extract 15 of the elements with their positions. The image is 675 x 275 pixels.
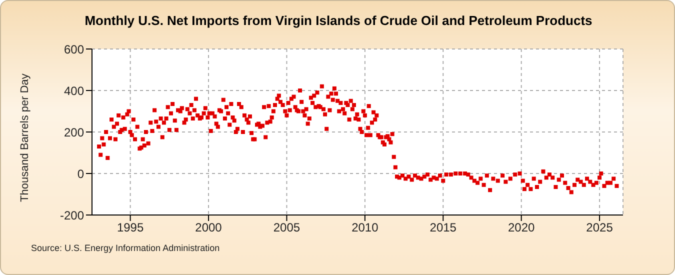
y-axis-title: Thousand Barrels per Day (18, 73, 31, 202)
y-tick-label: 200 (64, 125, 84, 140)
x-tick-label: 2000 (195, 220, 222, 235)
x-tick-label: 2015 (430, 220, 457, 235)
source-note: Source: U.S. Energy Information Administration (31, 243, 220, 253)
y-tick-label: 400 (64, 84, 84, 98)
x-tick-label: 2020 (508, 220, 536, 235)
y-tick-label: -200 (60, 208, 84, 222)
x-tick-label: 2010 (352, 220, 379, 235)
y-tick-label: 600 (64, 42, 84, 56)
y-tick-label: 0 (77, 166, 84, 181)
x-tick-label: 2005 (273, 220, 300, 235)
x-tick-label: 1995 (116, 220, 144, 235)
chart-title: Monthly U.S. Net Imports from Virgin Islands of Crude Oil and Petroleum Products (84, 13, 594, 28)
x-tick-label: 2025 (586, 220, 614, 235)
